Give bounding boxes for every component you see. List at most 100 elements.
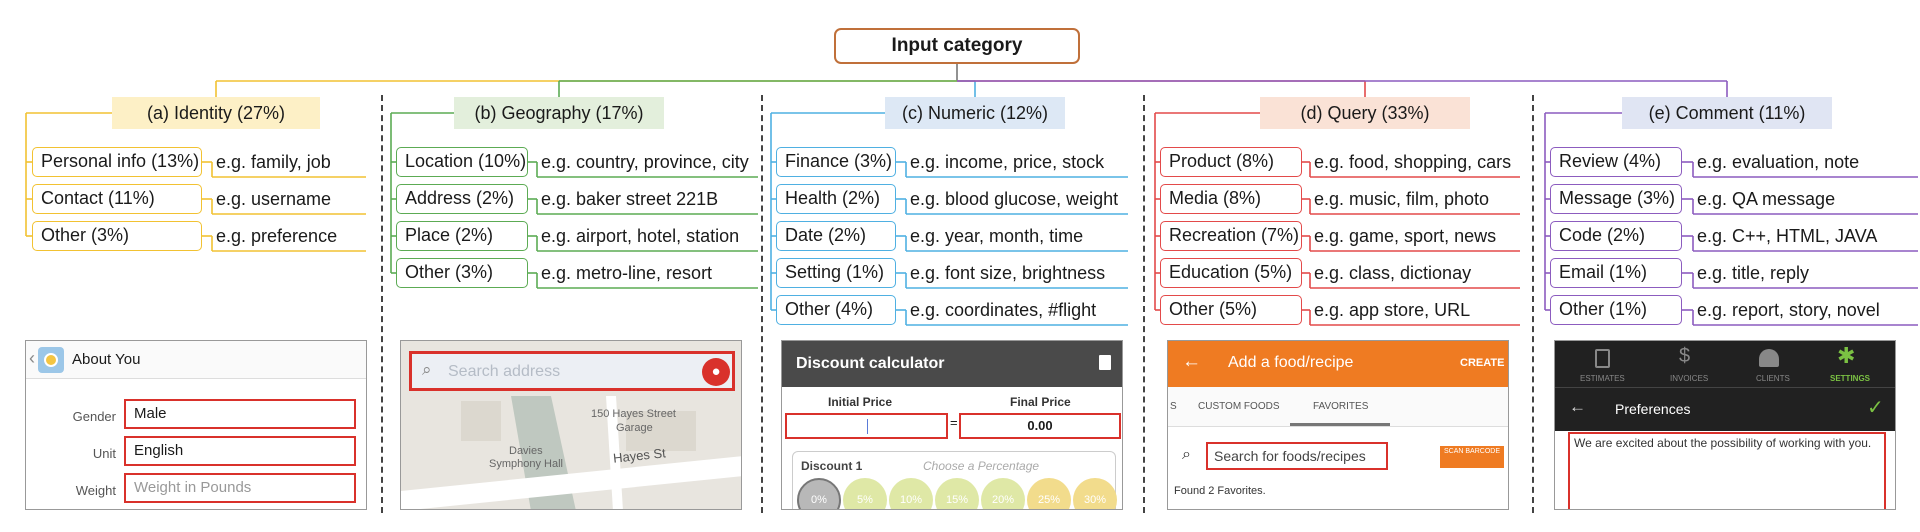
tab-partial[interactable]: S xyxy=(1170,401,1177,412)
gender-field[interactable]: Male xyxy=(124,399,356,429)
category-item: Other (5%) xyxy=(1160,295,1302,325)
category-query-header: (d) Query (33%) xyxy=(1260,97,1470,129)
category-item: Other (1%) xyxy=(1550,295,1682,325)
discount-chip[interactable]: 0% xyxy=(797,478,841,509)
discount-chip[interactable]: 15% xyxy=(935,478,979,509)
category-example: e.g. report, story, novel xyxy=(1697,300,1880,320)
search-icon: ⌕ xyxy=(422,360,432,379)
category-example: e.g. blood glucose, weight xyxy=(910,189,1119,209)
screen-title: Preferences xyxy=(1615,401,1691,417)
gear-icon[interactable]: ✱ xyxy=(1837,343,1856,368)
discount-chip[interactable]: 20% xyxy=(981,478,1025,509)
comment-textarea[interactable]: We are excited about the possibility of … xyxy=(1568,432,1886,509)
identity-screenshot: ‹ About You Gender Male Unit English Wei… xyxy=(25,340,367,510)
unit-field[interactable]: English xyxy=(124,436,356,466)
category-example: e.g. app store, URL xyxy=(1314,300,1471,320)
category-item: Product (8%) xyxy=(1160,147,1302,177)
app-header: ← Add a food/recipe CREATE xyxy=(1168,341,1508,387)
scan-barcode-button[interactable]: SCAN BARCODE xyxy=(1440,446,1504,468)
category-item: Place (2%) xyxy=(396,221,528,251)
category-example: e.g. evaluation, note xyxy=(1697,152,1860,172)
discount-chip[interactable]: 10% xyxy=(889,478,933,509)
people-icon[interactable] xyxy=(1759,349,1779,367)
category-item: Address (2%) xyxy=(396,184,528,214)
root-node: Input category xyxy=(834,28,1080,64)
category-example: e.g. preference xyxy=(216,226,338,246)
category-example: e.g. class, dictionay xyxy=(1314,263,1472,283)
nav-estimates[interactable]: ESTIMATES xyxy=(1580,374,1625,383)
category-item: Recreation (7%) xyxy=(1160,221,1302,251)
geography-screenshot: ⌕ Search address ● 150 Hayes Street Gara… xyxy=(400,340,742,510)
category-example: e.g. QA message xyxy=(1697,189,1836,209)
category-identity-header: (a) Identity (27%) xyxy=(112,97,320,129)
category-item: Media (8%) xyxy=(1160,184,1302,214)
tab-custom-foods[interactable]: CUSTOM FOODS xyxy=(1198,401,1280,412)
category-numeric-header: (c) Numeric (12%) xyxy=(885,97,1065,129)
checkmark-icon[interactable]: ✓ xyxy=(1867,397,1884,419)
column-separator xyxy=(761,95,763,513)
column-separator xyxy=(381,95,383,513)
tab-bar: S CUSTOM FOODS FAVORITES xyxy=(1168,387,1508,427)
field-label: Gender xyxy=(72,409,116,424)
category-geography-header: (b) Geography (17%) xyxy=(454,97,664,129)
final-price-label: Final Price xyxy=(1010,395,1071,409)
initial-price-label: Initial Price xyxy=(828,395,893,409)
discount-chip[interactable]: 25% xyxy=(1027,478,1071,509)
category-item: Other (3%) xyxy=(396,258,528,288)
discount-chip[interactable]: 30% xyxy=(1073,478,1117,509)
map-label: Symphony Hall xyxy=(489,458,563,470)
back-arrow-icon[interactable]: ← xyxy=(1182,351,1201,372)
category-item: Personal info (13%) xyxy=(32,147,202,177)
nav-clients[interactable]: CLIENTS xyxy=(1756,374,1790,383)
search-icon: ⌕ xyxy=(1182,446,1191,463)
field-label: Weight xyxy=(75,483,116,498)
app-header: Discount calculator xyxy=(782,341,1122,387)
initial-price-input[interactable] xyxy=(785,413,948,439)
document-icon[interactable] xyxy=(1595,349,1610,368)
nav-invoices[interactable]: INVOICES xyxy=(1670,374,1709,383)
column-separator xyxy=(1532,95,1534,513)
app-header: ESTIMATES $ INVOICES CLIENTS ✱ SETTINGS … xyxy=(1555,341,1895,431)
category-example: e.g. year, month, time xyxy=(910,226,1084,246)
category-example: e.g. metro-line, resort xyxy=(541,263,713,283)
category-example: e.g. country, province, city xyxy=(541,152,749,172)
search-placeholder: Search address xyxy=(448,363,561,380)
category-item: Other (4%) xyxy=(776,295,896,325)
app-header: ‹ About You xyxy=(26,341,366,379)
food-search-input[interactable]: Search for foods/recipes xyxy=(1206,442,1388,470)
comment-screenshot: ESTIMATES $ INVOICES CLIENTS ✱ SETTINGS … xyxy=(1554,340,1896,510)
discount-chip[interactable]: 5% xyxy=(843,478,887,509)
category-example: e.g. title, reply xyxy=(1697,263,1810,283)
back-chevron-icon[interactable]: ‹ xyxy=(29,348,35,368)
category-example: e.g. font size, brightness xyxy=(910,263,1106,283)
category-item: Code (2%) xyxy=(1550,221,1682,251)
nav-settings[interactable]: SETTINGS xyxy=(1830,374,1871,383)
category-example: e.g. game, sport, news xyxy=(1314,226,1497,246)
screen-title: About You xyxy=(72,351,141,368)
category-example: e.g. family, job xyxy=(216,152,331,172)
weight-field[interactable]: Weight in Pounds xyxy=(124,473,356,503)
address-search-bar[interactable]: ⌕ Search address ● xyxy=(409,351,735,391)
discount-card: Discount 1 Choose a Percentage 0% 5% 10%… xyxy=(792,451,1117,509)
equals-sign: = xyxy=(950,415,958,430)
category-item: Finance (3%) xyxy=(776,147,896,177)
category-example: e.g. airport, hotel, station xyxy=(541,226,740,246)
screen-title: Discount calculator xyxy=(796,355,945,372)
create-button[interactable]: CREATE xyxy=(1460,357,1505,369)
back-arrow-icon[interactable]: ← xyxy=(1569,397,1586,416)
discount-label: Discount 1 xyxy=(801,459,863,473)
category-item: Health (2%) xyxy=(776,184,896,214)
map-label: Davies xyxy=(509,445,543,457)
field-label: Unit xyxy=(92,446,116,461)
category-example: e.g. C++, HTML, JAVA xyxy=(1697,226,1878,246)
mic-icon[interactable]: ● xyxy=(702,358,730,386)
tab-favorites[interactable]: FAVORITES xyxy=(1313,401,1369,412)
category-example: e.g. income, price, stock xyxy=(910,152,1105,172)
category-comment-header: (e) Comment (11%) xyxy=(1622,97,1832,129)
category-example: e.g. music, film, photo xyxy=(1314,189,1490,209)
category-item: Education (5%) xyxy=(1160,258,1302,288)
dollar-icon[interactable]: $ xyxy=(1679,345,1691,367)
trash-icon[interactable] xyxy=(1099,355,1111,370)
map-label: Garage xyxy=(616,422,653,434)
